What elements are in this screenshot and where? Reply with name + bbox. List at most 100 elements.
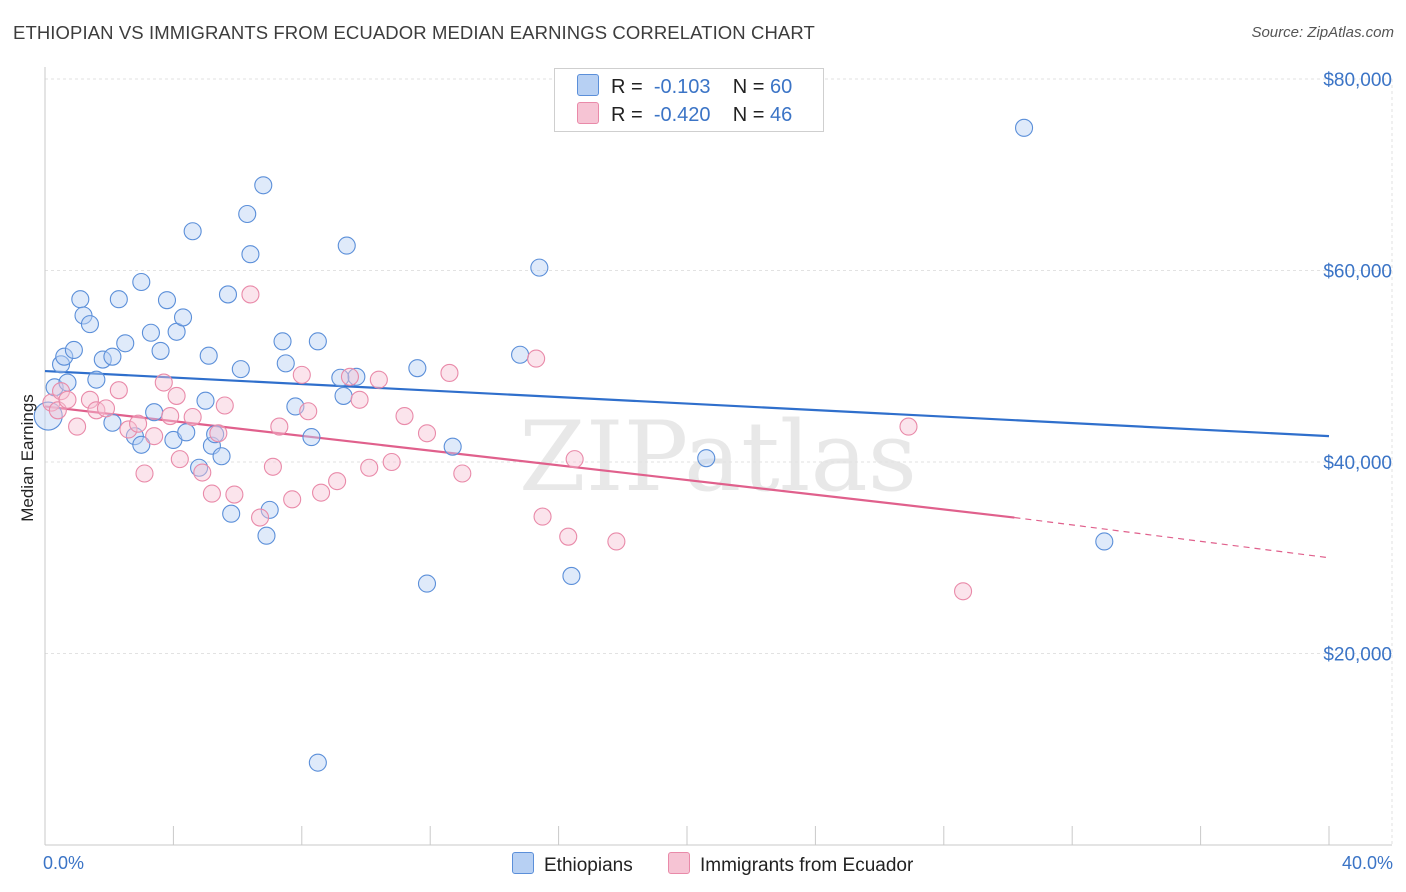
- point-ecuador: [559, 527, 578, 546]
- point-ethiopians: [308, 753, 327, 772]
- point-ethiopians: [222, 504, 241, 523]
- point-ecuador: [193, 463, 212, 482]
- point-ethiopians: [257, 526, 276, 545]
- y-tick-label: $60,000: [1323, 262, 1392, 283]
- point-ethiopians: [173, 308, 193, 327]
- bottom-legend-ecuador: Immigrants from Ecuador: [668, 852, 913, 877]
- point-ethiopians: [334, 386, 353, 405]
- bottom-legend-swatch-blue: [512, 852, 534, 874]
- point-ethiopians: [64, 340, 83, 360]
- point-ethiopians: [238, 204, 257, 224]
- point-ethiopians: [260, 500, 279, 519]
- point-ethiopians: [55, 347, 74, 366]
- point-ecuador: [607, 532, 626, 551]
- point-ethiopians: [212, 447, 231, 466]
- trend-line-ecuador-extension: [1014, 516, 1330, 559]
- gridlines: [45, 78, 1393, 845]
- point-ethiopians: [331, 368, 350, 387]
- point-ecuador: [135, 464, 154, 483]
- point-ecuador: [68, 417, 87, 436]
- point-ecuador: [360, 458, 379, 477]
- point-ethiopians: [530, 258, 549, 277]
- tick-labels: $20,000 $40,000 $60,000 $80,000 0.0% 40.0%: [43, 70, 1393, 873]
- point-ethiopians: [273, 332, 292, 351]
- point-ecuador: [251, 508, 270, 527]
- legend-n-value: 46: [770, 104, 793, 126]
- point-ethiopians: [443, 437, 462, 456]
- chart-title: ETHIOPIAN VS IMMIGRANTS FROM ECUADOR MED…: [13, 22, 815, 43]
- point-ecuador: [209, 424, 228, 443]
- y-tick-label: $20,000: [1323, 645, 1392, 666]
- point-ecuador: [312, 483, 331, 502]
- legend-r-label: R =: [611, 104, 643, 126]
- point-ecuador: [299, 402, 318, 421]
- point-ecuador: [58, 390, 77, 409]
- point-ecuador: [292, 365, 311, 384]
- legend-n-value: 60: [770, 76, 793, 98]
- y-axis-label: Median Earnings: [18, 394, 37, 522]
- point-ecuador: [225, 485, 244, 504]
- source-label: Source: ZipAtlas.com: [1251, 24, 1394, 41]
- point-ecuador: [565, 450, 584, 469]
- legend-r-value: -0.420: [653, 104, 711, 126]
- point-ethiopians: [190, 458, 209, 477]
- y-tick-label: $40,000: [1323, 453, 1392, 474]
- point-ecuador: [96, 399, 116, 418]
- point-ethiopians: [347, 367, 366, 386]
- point-ethiopians: [71, 290, 90, 309]
- point-ecuador: [899, 417, 918, 436]
- point-ecuador: [533, 507, 552, 526]
- bottom-legend-swatch-pink: [668, 852, 690, 874]
- point-ethiopians: [276, 354, 295, 373]
- point-ecuador: [369, 370, 388, 389]
- y-tick-label: $80,000: [1323, 70, 1392, 91]
- bottom-legend-ethiopians: Ethiopians: [512, 852, 633, 877]
- point-ethiopians: [231, 360, 250, 379]
- point-ethiopians: [302, 428, 321, 447]
- legend-row-ethiopians: R = -0.103 N = 60: [577, 74, 792, 102]
- trend-line-ecuador: [44, 405, 1015, 519]
- legend-row-ecuador: R = -0.420 N = 46: [577, 102, 792, 130]
- legend-r-value: -0.103: [653, 76, 711, 98]
- point-ecuador: [109, 381, 128, 400]
- point-ecuador: [395, 406, 414, 426]
- point-ecuador: [954, 582, 973, 601]
- point-ecuador: [417, 424, 437, 443]
- point-ethiopians: [1015, 118, 1034, 137]
- point-ethiopians: [1095, 532, 1114, 551]
- point-ethiopians: [218, 285, 238, 304]
- point-ethiopians: [116, 334, 135, 353]
- point-ecuador: [382, 452, 401, 472]
- point-ecuador: [145, 427, 164, 446]
- point-ecuador: [270, 417, 289, 436]
- point-ecuador: [215, 396, 234, 415]
- point-ecuador: [263, 457, 282, 476]
- legend-swatch-blue: [577, 74, 599, 96]
- point-ecuador: [154, 373, 173, 392]
- point-ethiopians: [183, 222, 202, 241]
- trend-lines: [44, 369, 1330, 559]
- point-ethiopians: [145, 403, 164, 422]
- axes: [44, 67, 1392, 846]
- point-ethiopians: [87, 370, 106, 389]
- point-ethiopians: [157, 291, 177, 310]
- point-ethiopians: [254, 176, 273, 195]
- point-ecuador: [202, 484, 221, 503]
- legend-swatch-pink: [577, 102, 599, 124]
- point-ecuador: [161, 406, 180, 426]
- point-ethiopians: [408, 359, 427, 378]
- point-ecuador: [328, 472, 347, 491]
- point-ethiopians: [697, 449, 716, 468]
- point-ecuador: [129, 414, 148, 433]
- point-ethiopians: [103, 347, 122, 366]
- point-ecuador: [183, 407, 202, 427]
- point-ethiopians: [141, 323, 160, 342]
- point-ethiopians: [199, 346, 218, 365]
- point-ethiopians: [132, 272, 151, 292]
- point-ethiopians: [80, 315, 99, 334]
- legend-n-label: N =: [732, 104, 765, 126]
- legend-n-label: N =: [732, 76, 765, 98]
- point-ethiopians: [511, 345, 530, 364]
- point-ethiopians: [562, 566, 581, 585]
